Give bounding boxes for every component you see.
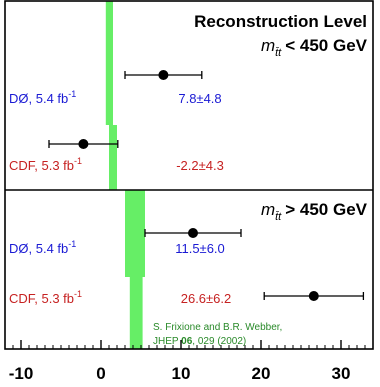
x-tick-label: 10 — [172, 364, 191, 383]
panel-2-d0-value-label: 11.5±6.0 — [175, 241, 225, 256]
panel-1-sub: t̄t — [275, 47, 282, 59]
panel-2-d0-point — [188, 228, 198, 238]
band-panel-2-seg-1 — [125, 190, 145, 277]
x-tick-label: -10 — [9, 364, 34, 383]
panel-2-sub: t̄t — [275, 211, 282, 223]
band-panel-1-seg-1 — [105, 1, 113, 125]
panel-1-header: mt̄t < 450 GeV — [261, 36, 368, 59]
x-tick-label: 0 — [96, 364, 105, 383]
x-tick-label: 30 — [332, 364, 351, 383]
band-panel-2-seg-2 — [129, 277, 143, 349]
panel-1-cdf-label: CDF, 5.3 fb-1 — [9, 156, 82, 173]
panel-2-var: m — [261, 200, 275, 219]
x-tick-label: 20 — [252, 364, 271, 383]
panel-2-cdf-label: CDF, 5.3 fb-1 — [9, 289, 82, 306]
panel-2-header: mt̄t > 450 GeV — [261, 200, 368, 223]
panel-2-d0-label: DØ, 5.4 fb-1 — [9, 239, 76, 256]
prediction-bands — [105, 1, 145, 349]
panel-1-cdf-point — [78, 139, 89, 149]
chart-title: Reconstruction Level — [194, 12, 367, 31]
band-panel-1-seg-2 — [109, 125, 117, 190]
panel-1-d0-value-label: 7.8±4.8 — [178, 91, 221, 106]
citation-line-1: S. Frixione and B.R. Webber, — [153, 322, 282, 333]
citation-line-2: JHEP 06, 029 (2002) — [153, 336, 246, 347]
panel-2-rest: > 450 GeV — [285, 200, 367, 219]
panel-1-rest: < 450 GeV — [285, 36, 367, 55]
panel-2-cdf-point — [308, 291, 319, 301]
panel-1-cdf-value-label: -2.2±4.3 — [176, 158, 224, 173]
data-points — [48, 70, 365, 301]
panel-1-var: m — [261, 36, 275, 55]
panel-2-cdf-value-label: 26.6±6.2 — [181, 291, 232, 306]
x-axis: -10 0 10 20 30 — [4, 340, 374, 383]
panel-1-d0-point — [158, 70, 169, 80]
panel-1-d0-label: DØ, 5.4 fb-1 — [9, 89, 76, 106]
